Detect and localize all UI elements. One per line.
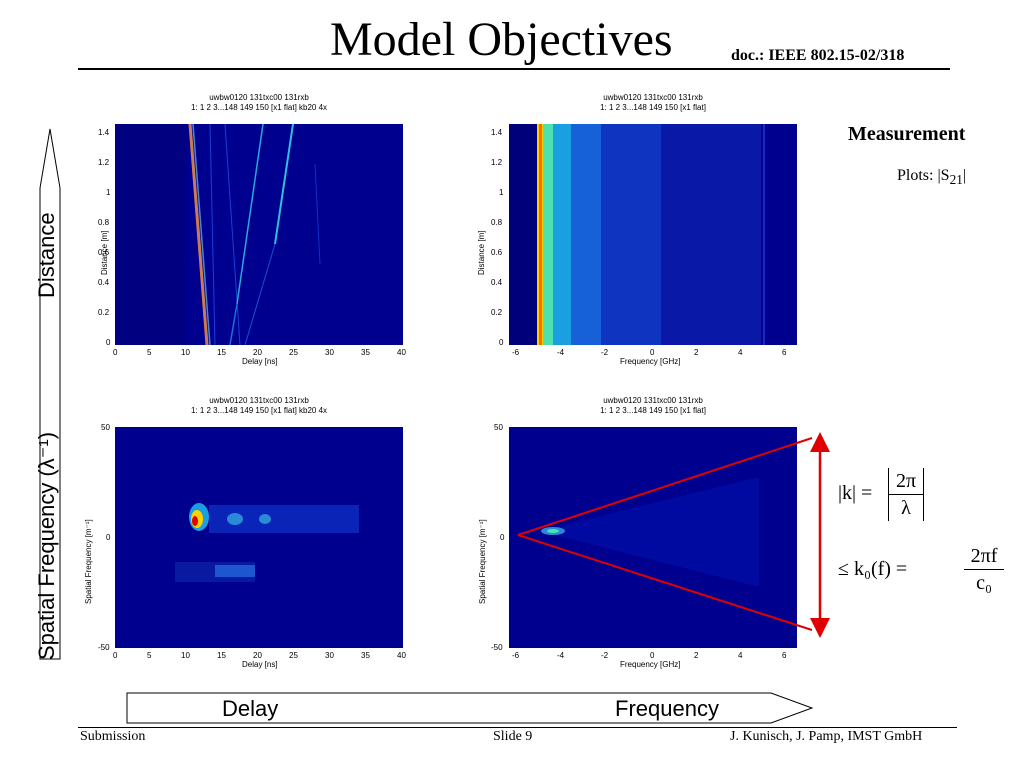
plot-ylabel: Spatial Frequency [m⁻¹] [84,519,93,604]
tick: 0 [650,348,655,357]
tick: 0 [500,533,505,542]
plots-s21-note: Plots: |S21| [897,167,967,188]
tick: 5 [147,348,152,357]
doc-reference: doc.: IEEE 802.15-02/318 [731,47,905,64]
tick: -4 [557,348,565,357]
tick: 2 [694,348,699,357]
wavenumber-formula: |k| = 2π λ ≤ k₀(f) = 2πf c₀ [838,468,1004,608]
tick: 1.4 [491,128,503,137]
footer-rule [78,727,957,728]
plot-xlabel: Frequency [GHz] [620,660,681,669]
tick: -2 [601,348,609,357]
plot-xlabel: Delay [ns] [242,357,278,366]
bottom-arrow [126,692,814,724]
tick: 0.4 [491,278,503,287]
plot-title: uwbw0120 131txc00 131rxb 1: 1 2 3...148 1… [600,93,706,112]
tick: 35 [361,348,370,357]
tick: 5 [147,651,152,660]
plot-title: uwbw0120 131txc00 131rxb 1: 1 2 3...148 1… [190,93,328,112]
tick: 0.8 [491,218,503,227]
tick: 20 [253,651,262,660]
tick: -2 [601,651,609,660]
tick: 10 [181,651,190,660]
tick: 0.2 [98,308,110,317]
tick: 0.6 [98,248,110,257]
tick: 6 [782,348,787,357]
tick: 4 [738,348,743,357]
tick: 0.4 [98,278,110,287]
tick: 30 [325,651,334,660]
tick: 30 [325,348,334,357]
tick: 1.2 [98,158,110,167]
plot-title: uwbw0120 131txc00 131rxb 1: 1 2 3...148 1… [190,396,328,415]
tick: 0 [106,338,111,347]
plot-ylabel: Spatial Frequency [m⁻¹] [478,519,487,604]
tick: 0.6 [491,248,503,257]
tick: 6 [782,651,787,660]
tick: 50 [101,423,110,432]
side-arrow [39,128,61,660]
tick: 50 [494,423,503,432]
tick: 10 [181,348,190,357]
tick: 0.8 [98,218,110,227]
plot-spatial-delay [115,427,403,648]
tick: 35 [361,651,370,660]
side-label-distance: Distance [34,212,59,298]
header-rule [78,68,950,70]
tick: 1 [106,188,111,197]
plot-distance-delay [115,124,403,345]
tick: 0 [113,651,118,660]
tick: 0 [650,651,655,660]
tick: 1.4 [98,128,110,137]
tick: -6 [512,348,520,357]
tick: 0.2 [491,308,503,317]
bottom-label-frequency: Frequency [615,696,719,721]
tick: 40 [397,348,406,357]
tick: -50 [98,643,110,652]
tick: 4 [738,651,743,660]
side-label-spatial-frequency: Spatial Frequency (λ⁻¹) [34,431,59,660]
footer-authors: J. Kunisch, J. Pamp, IMST GmbH [730,729,923,744]
tick: -50 [491,643,503,652]
tick: 0 [499,338,504,347]
tick: 2 [694,651,699,660]
tick: 1 [499,188,504,197]
red-cone-annotation [517,432,830,638]
plot-distance-frequency [509,124,797,345]
tick: 15 [217,651,226,660]
tick: 40 [397,651,406,660]
slide-title: Model Objectives [330,13,673,66]
plot-title: uwbw0120 131txc00 131rxb 1: 1 2 3...148 1… [600,396,706,415]
plot-spatial-frequency [509,427,797,648]
footer-slide-number: Slide 9 [493,729,533,744]
tick: 0 [106,533,111,542]
measurement-heading: Measurement [848,123,966,145]
tick: -4 [557,651,565,660]
tick: 15 [217,348,226,357]
footer-submission: Submission [80,729,146,744]
plot-ylabel: Distance [m] [477,230,486,275]
tick: 25 [289,651,298,660]
tick: 20 [253,348,262,357]
plot-xlabel: Delay [ns] [242,660,278,669]
tick: 1.2 [491,158,503,167]
tick: 0 [113,348,118,357]
tick: 25 [289,348,298,357]
tick: -6 [512,651,520,660]
plot-xlabel: Frequency [GHz] [620,357,681,366]
bottom-label-delay: Delay [222,696,279,721]
